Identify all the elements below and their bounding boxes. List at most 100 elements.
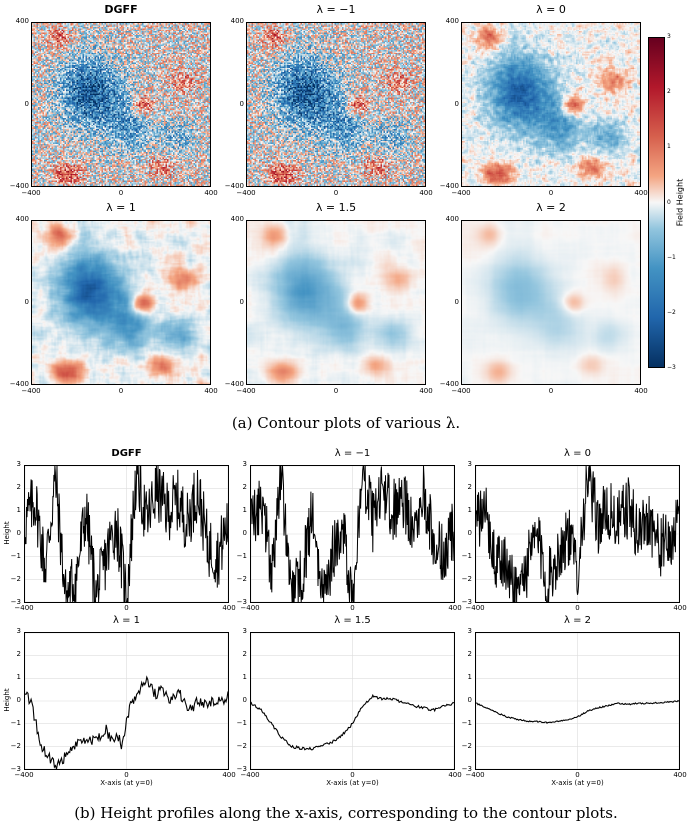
profile-title: λ = 0 xyxy=(563,448,592,459)
heatmap-title: λ = 2 xyxy=(536,201,566,214)
profile-xtick: 400 xyxy=(222,604,236,612)
profile-line xyxy=(25,466,228,602)
caption-a: (a) Contour plots of various λ. xyxy=(231,414,461,432)
heatmap-ytick: −400 xyxy=(224,380,244,388)
profile-ytick: 3 xyxy=(242,460,247,468)
profile-ytick: 2 xyxy=(467,650,472,658)
heatmap-ytick: 400 xyxy=(445,215,459,223)
profile-panel xyxy=(475,465,680,603)
profile-ytick: 1 xyxy=(16,506,21,514)
heatmap-ytick: 0 xyxy=(239,99,244,108)
heatmap-title: λ = 0 xyxy=(536,3,566,16)
profile-ytick: −2 xyxy=(461,575,472,583)
colorbar-tick: 0 xyxy=(667,198,671,206)
profile-ytick: 3 xyxy=(16,627,21,635)
profile-line xyxy=(476,699,679,724)
profile-panel xyxy=(24,632,229,770)
colorbar-label: Field Height xyxy=(675,178,685,227)
profile-ytick: −2 xyxy=(10,742,21,750)
heatmap-panel xyxy=(461,22,641,187)
profile-plot xyxy=(251,466,454,602)
profile-xlabel: X-axis (at y=0) xyxy=(100,779,153,787)
profile-ytick: 2 xyxy=(16,650,21,658)
profile-plot xyxy=(25,633,228,769)
heatmap-ytick: 400 xyxy=(15,215,29,223)
profile-title: DGFF xyxy=(111,448,142,459)
profile-title: λ = 2 xyxy=(563,615,592,626)
colorbar-tick: 1 xyxy=(667,143,671,151)
profile-ytick: 0 xyxy=(467,696,472,704)
profile-ytick: −1 xyxy=(10,719,21,727)
profile-title: λ = 1.5 xyxy=(334,615,371,626)
heatmap-panel xyxy=(246,22,426,187)
heatmap-image xyxy=(462,221,640,384)
heatmap-xtick: 0 xyxy=(333,387,339,395)
profile-ytick: 3 xyxy=(16,460,21,468)
profile-panel xyxy=(475,632,680,770)
colorbar-tick: −2 xyxy=(667,308,676,316)
heatmap-xtick: 400 xyxy=(204,189,218,197)
profile-ytick: −2 xyxy=(236,575,247,583)
profile-line xyxy=(476,466,679,602)
heatmap-ytick: 0 xyxy=(454,297,459,306)
profile-xlabel: X-axis (at y=0) xyxy=(551,779,604,787)
heatmap-ytick: −400 xyxy=(9,380,29,388)
profile-ylabel: Height xyxy=(3,521,11,545)
heatmap-ytick: 0 xyxy=(24,99,29,108)
heatmap-panel xyxy=(461,220,641,385)
profile-xtick: 0 xyxy=(575,604,580,612)
heatmap-ytick: 0 xyxy=(239,297,244,306)
profile-ytick: −3 xyxy=(10,598,21,606)
profile-ytick: 0 xyxy=(16,696,21,704)
profile-ytick: −2 xyxy=(10,575,21,583)
profile-xlabel: X-axis (at y=0) xyxy=(326,779,379,787)
colorbar xyxy=(648,37,665,368)
profile-ytick: −1 xyxy=(461,552,472,560)
profile-ytick: 2 xyxy=(467,483,472,491)
heatmap-title: λ = 1.5 xyxy=(315,201,357,214)
heatmap-image xyxy=(247,221,425,384)
profile-xtick: 400 xyxy=(448,604,462,612)
heatmap-title: λ = 1 xyxy=(106,201,136,214)
profile-plot xyxy=(251,633,454,769)
profile-xtick: 0 xyxy=(124,771,129,779)
heatmap-xtick: 400 xyxy=(419,189,433,197)
profile-ytick: 2 xyxy=(16,483,21,491)
profile-ytick: 3 xyxy=(467,460,472,468)
heatmap-xtick: −400 xyxy=(451,387,471,395)
profile-ytick: −1 xyxy=(236,552,247,560)
heatmap-xtick: −400 xyxy=(236,189,256,197)
profile-ytick: 1 xyxy=(16,673,21,681)
profile-ytick: −3 xyxy=(236,765,247,773)
profile-xtick: −400 xyxy=(240,604,260,612)
heatmap-ytick: −400 xyxy=(439,182,459,190)
heatmap-panel xyxy=(31,22,211,187)
colorbar-gradient xyxy=(649,38,664,367)
heatmap-xtick: −400 xyxy=(451,189,471,197)
heatmap-ytick: −400 xyxy=(9,182,29,190)
caption-b: (b) Height profiles along the x-axis, co… xyxy=(74,804,618,822)
heatmap-panel xyxy=(246,220,426,385)
profile-ytick: −2 xyxy=(461,742,472,750)
heatmap-ytick: 400 xyxy=(230,17,244,25)
profile-ytick: 0 xyxy=(242,529,247,537)
heatmap-xtick: 0 xyxy=(548,387,554,395)
heatmap-ytick: 400 xyxy=(445,17,459,25)
profile-ytick: −1 xyxy=(236,719,247,727)
profile-xtick: −400 xyxy=(465,604,485,612)
profile-title: λ = 1 xyxy=(112,615,141,626)
profile-line xyxy=(25,675,228,769)
profile-line xyxy=(251,466,454,602)
profile-title: λ = −1 xyxy=(334,448,371,459)
colorbar-tick: 3 xyxy=(667,33,671,40)
profile-xtick: 400 xyxy=(448,771,462,779)
profile-ytick: 0 xyxy=(242,696,247,704)
heatmap-ytick: −400 xyxy=(224,182,244,190)
profile-panel xyxy=(250,465,455,603)
heatmap-ytick: −400 xyxy=(439,380,459,388)
profile-xtick: 0 xyxy=(575,771,580,779)
profile-plot xyxy=(476,633,679,769)
heatmap-title: DGFF xyxy=(104,3,138,16)
profile-plot xyxy=(476,466,679,602)
profile-xtick: 0 xyxy=(124,604,129,612)
